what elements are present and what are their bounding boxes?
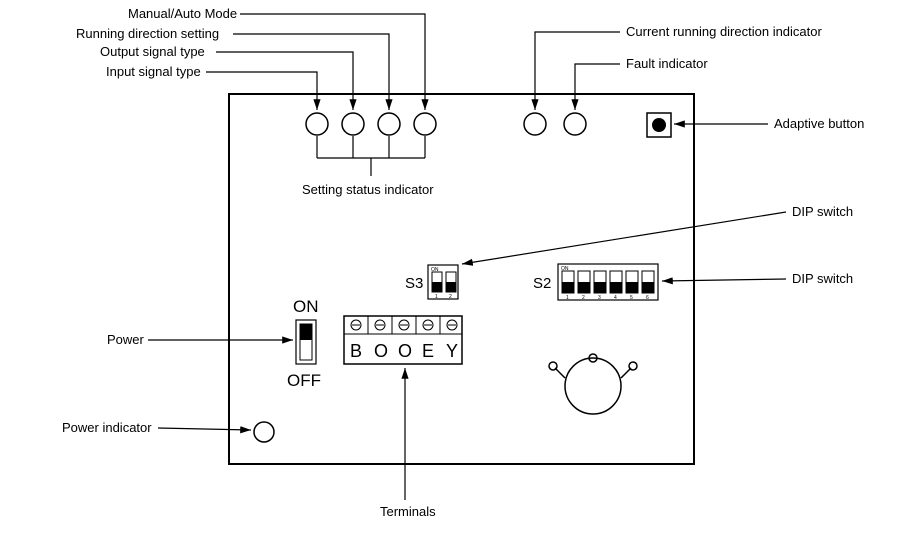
adaptive-button[interactable]	[652, 118, 666, 132]
callout-lines-top-right	[535, 32, 620, 110]
power-indicator-label: Power indicator	[62, 420, 152, 435]
svg-text:1: 1	[566, 295, 569, 301]
terminals-block[interactable]: B O O E Y	[344, 316, 462, 364]
terminal-o2: O	[398, 341, 412, 361]
power-label: Power	[107, 332, 145, 347]
on-label: ON	[293, 297, 319, 316]
svg-text:1: 1	[435, 294, 438, 300]
dip-b-callout	[662, 279, 786, 281]
current-direction-indicator	[524, 113, 546, 135]
output-signal-label: Output signal type	[100, 44, 205, 59]
off-label: OFF	[287, 371, 321, 390]
status-indicator-1	[306, 113, 328, 135]
svg-text:4: 4	[614, 295, 617, 301]
status-bracket	[317, 136, 425, 176]
manual-auto-label: Manual/Auto Mode	[128, 6, 237, 21]
svg-text:6: 6	[646, 295, 649, 301]
setting-status-label: Setting status indicator	[302, 182, 434, 197]
status-indicator-4	[414, 113, 436, 135]
fault-indicator	[564, 113, 586, 135]
input-signal-label: Input signal type	[106, 64, 201, 79]
terminal-y: Y	[446, 341, 458, 361]
dip-switch-s3[interactable]: ON 1 2	[428, 265, 458, 300]
dip-b-label: DIP switch	[792, 271, 853, 286]
terminal-e: E	[422, 341, 434, 361]
power-indicator-callout	[158, 428, 251, 430]
callout-lines-top-left	[206, 14, 425, 110]
dip-switch-s2[interactable]: ON 1 2 3 4 5 6	[558, 264, 658, 301]
status-indicator-3	[378, 113, 400, 135]
svg-text:2: 2	[449, 294, 452, 300]
terminal-o1: O	[374, 341, 388, 361]
adaptive-label: Adaptive button	[774, 116, 864, 131]
running-direction-setting-label: Running direction setting	[76, 26, 219, 41]
current-direction-label: Current running direction indicator	[626, 24, 822, 39]
dip-a-callout	[462, 212, 786, 264]
svg-text:2: 2	[582, 295, 585, 301]
s2-label: S2	[533, 275, 551, 292]
terminal-b: B	[350, 341, 362, 361]
s3-label: S3	[405, 275, 423, 292]
dip-a-label: DIP switch	[792, 204, 853, 219]
rotary-knob[interactable]	[549, 354, 637, 414]
status-indicator-2	[342, 113, 364, 135]
power-switch[interactable]	[296, 320, 316, 364]
terminals-label: Terminals	[380, 504, 436, 519]
svg-text:5: 5	[630, 295, 633, 301]
svg-text:3: 3	[598, 295, 601, 301]
power-indicator	[254, 422, 274, 442]
fault-indicator-label: Fault indicator	[626, 56, 708, 71]
panel-outline	[229, 94, 694, 464]
